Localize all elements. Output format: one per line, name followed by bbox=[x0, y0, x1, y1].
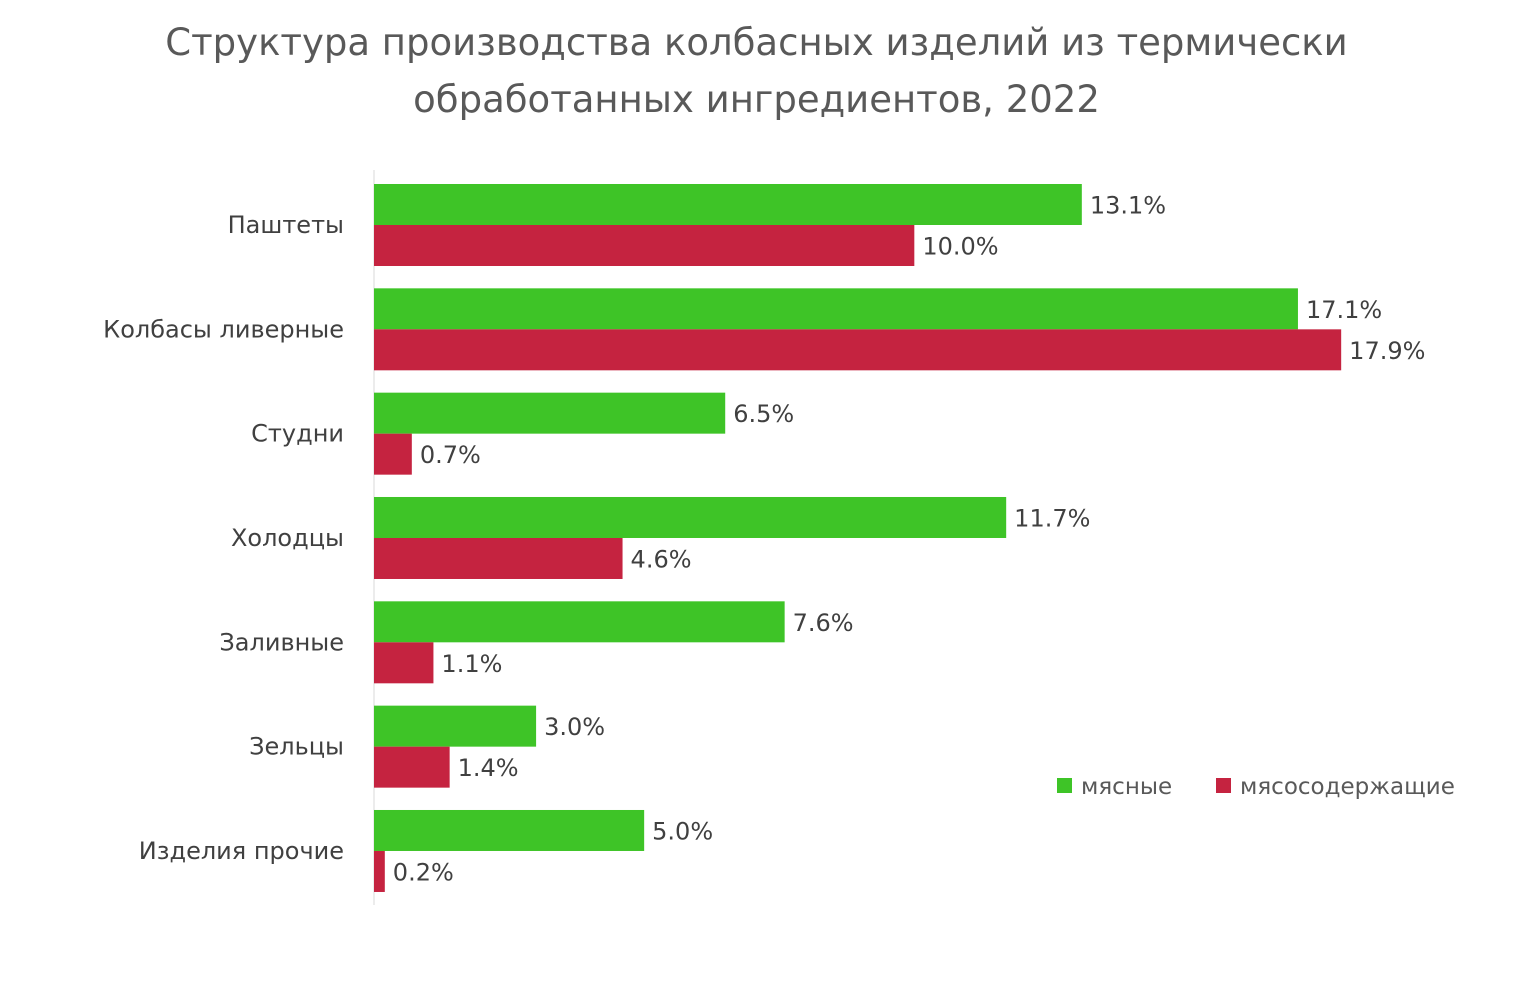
category-label: Студни bbox=[251, 420, 344, 448]
chart-title-line-1: Структура производства колбасных изделий… bbox=[165, 21, 1348, 64]
category-label: Зельцы bbox=[249, 733, 344, 761]
bar-meat bbox=[374, 809, 645, 851]
bar-meat-containing bbox=[374, 850, 385, 892]
data-label: 1.4% bbox=[458, 754, 519, 782]
legend-label-meat: мясные bbox=[1081, 774, 1172, 800]
data-label: 17.1% bbox=[1306, 296, 1382, 324]
chart-title: Структура производства колбасных изделий… bbox=[0, 14, 1513, 128]
category-label: Заливные bbox=[219, 628, 344, 656]
data-label: 13.1% bbox=[1090, 192, 1166, 220]
bar-meat bbox=[374, 184, 1082, 225]
data-label: 4.6% bbox=[631, 545, 692, 573]
data-label: 0.2% bbox=[393, 858, 454, 886]
legend-swatch-meat-containing bbox=[1216, 778, 1231, 793]
category-label: Паштеты bbox=[228, 211, 344, 239]
legend-label-meat-containing: мясосодержащие bbox=[1240, 774, 1455, 800]
bar-meat bbox=[374, 705, 537, 747]
category-label: Колбасы ливерные bbox=[103, 315, 344, 343]
data-label: 5.0% bbox=[652, 817, 713, 845]
bar-meat-containing bbox=[374, 746, 450, 788]
data-label: 6.5% bbox=[733, 400, 794, 428]
bar-meat bbox=[374, 392, 726, 434]
data-label: 1.1% bbox=[441, 650, 502, 678]
bar-meat-containing bbox=[374, 537, 623, 579]
bar-meat bbox=[374, 288, 1298, 330]
category-label: Изделия прочие bbox=[139, 837, 344, 865]
bar-meat bbox=[374, 496, 1007, 538]
legend-swatch-meat bbox=[1057, 778, 1072, 793]
data-label: 10.0% bbox=[922, 233, 998, 261]
bar-meat-containing bbox=[374, 225, 915, 266]
data-label: 11.7% bbox=[1014, 504, 1090, 532]
bar-meat-containing bbox=[374, 642, 434, 684]
bar-meat bbox=[374, 601, 785, 643]
category-label: Холодцы bbox=[231, 524, 344, 552]
chart-title-line-2: обработанных ингредиентов, 2022 bbox=[413, 78, 1100, 121]
bar-meat-containing bbox=[374, 433, 412, 475]
data-label: 3.0% bbox=[544, 713, 605, 741]
data-label: 7.6% bbox=[793, 609, 854, 637]
data-label: 17.9% bbox=[1349, 337, 1425, 365]
data-label: 0.7% bbox=[420, 441, 481, 469]
bar-meat-containing bbox=[374, 329, 1342, 371]
